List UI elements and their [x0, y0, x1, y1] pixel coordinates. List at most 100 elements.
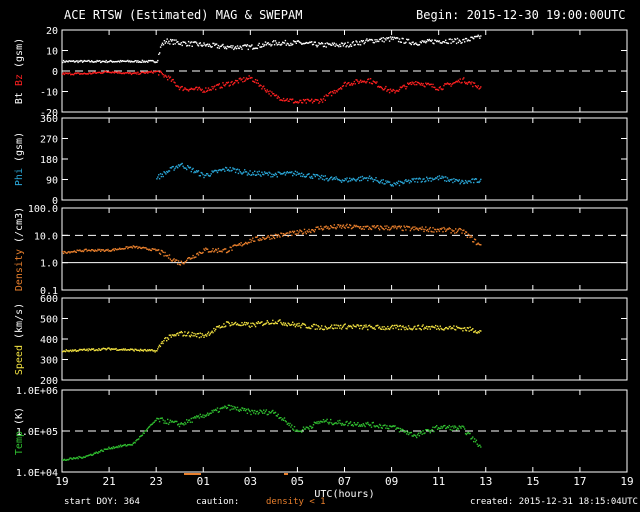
data-point: [161, 73, 163, 75]
data-point: [85, 248, 87, 250]
y-tick-label: 100.0: [28, 204, 58, 215]
data-point: [398, 431, 401, 433]
data-point: [451, 429, 453, 431]
data-point: [436, 40, 438, 43]
data-point: [270, 234, 272, 237]
data-point: [202, 334, 204, 337]
y-tick-label: 20: [46, 26, 58, 37]
data-point: [63, 350, 66, 352]
data-point: [94, 452, 96, 454]
data-point: [257, 239, 259, 241]
data-point: [396, 89, 398, 92]
data-point: [148, 71, 150, 73]
data-point: [175, 166, 177, 168]
data-point: [359, 425, 362, 427]
data-point: [378, 38, 381, 41]
data-point: [359, 226, 362, 228]
data-point: [251, 44, 253, 46]
data-point: [207, 414, 210, 416]
data-point: [291, 171, 293, 173]
data-point: [144, 430, 146, 432]
data-point: [399, 180, 402, 183]
data-point: [295, 233, 297, 235]
data-point: [469, 326, 471, 328]
data-point: [109, 348, 111, 350]
data-point: [450, 426, 452, 428]
data-point: [434, 228, 436, 231]
y-axis-label: Phi (gsm): [14, 132, 25, 186]
data-point: [81, 73, 83, 75]
data-point: [349, 45, 351, 47]
data-point: [215, 84, 218, 86]
data-point: [225, 251, 228, 254]
data-point: [191, 45, 193, 47]
data-point: [126, 349, 128, 351]
data-point: [416, 328, 418, 330]
data-point: [368, 325, 370, 327]
data-point: [305, 232, 307, 235]
data-point: [255, 322, 258, 324]
data-point: [470, 235, 472, 237]
data-point: [233, 244, 235, 247]
data-point: [187, 44, 189, 47]
panel-frame: [61, 297, 628, 381]
data-point: [420, 181, 422, 183]
data-point: [154, 61, 156, 64]
data-point: [426, 39, 429, 41]
data-point: [386, 425, 388, 427]
data-point: [172, 421, 174, 423]
data-point: [80, 72, 82, 75]
data-point: [365, 226, 367, 228]
data-point: [232, 405, 234, 408]
data-point: [96, 452, 98, 454]
data-point: [422, 83, 424, 85]
data-point: [244, 408, 246, 410]
data-point: [277, 43, 279, 46]
data-point: [275, 173, 278, 176]
data-point: [334, 92, 336, 94]
data-point: [400, 181, 402, 183]
data-point: [291, 323, 293, 326]
data-point: [456, 427, 459, 429]
data-point: [300, 175, 302, 177]
data-point: [170, 336, 172, 338]
data-point: [222, 249, 224, 251]
data-point: [443, 84, 445, 87]
data-point: [222, 43, 224, 46]
data-point: [234, 81, 236, 84]
data-point: [475, 243, 478, 246]
data-point: [296, 101, 298, 103]
data-point: [373, 225, 375, 227]
data-point: [422, 430, 424, 432]
data-point: [235, 244, 238, 247]
data-point: [465, 231, 468, 233]
data-point: [230, 324, 232, 326]
y-axis-label: Speed (km/s): [14, 303, 25, 375]
data-point: [176, 85, 178, 87]
data-point: [407, 82, 409, 84]
data-point: [126, 72, 128, 74]
data-point: [243, 243, 245, 246]
data-point: [457, 79, 460, 82]
data-point: [67, 61, 69, 63]
data-point: [124, 247, 126, 250]
data-point: [380, 37, 383, 39]
data-point: [345, 179, 347, 181]
data-point: [398, 225, 401, 227]
data-point: [96, 59, 98, 62]
data-point: [202, 44, 204, 47]
data-point: [311, 427, 313, 429]
data-point: [206, 248, 208, 250]
data-point: [187, 90, 190, 92]
data-point: [231, 408, 233, 410]
data-point: [370, 82, 373, 85]
data-point: [464, 329, 467, 331]
data-point: [229, 246, 231, 248]
data-point: [397, 37, 399, 39]
data-point: [161, 42, 164, 44]
data-point: [427, 39, 430, 42]
data-point: [115, 60, 117, 63]
data-point: [244, 171, 247, 173]
data-point: [284, 174, 287, 176]
